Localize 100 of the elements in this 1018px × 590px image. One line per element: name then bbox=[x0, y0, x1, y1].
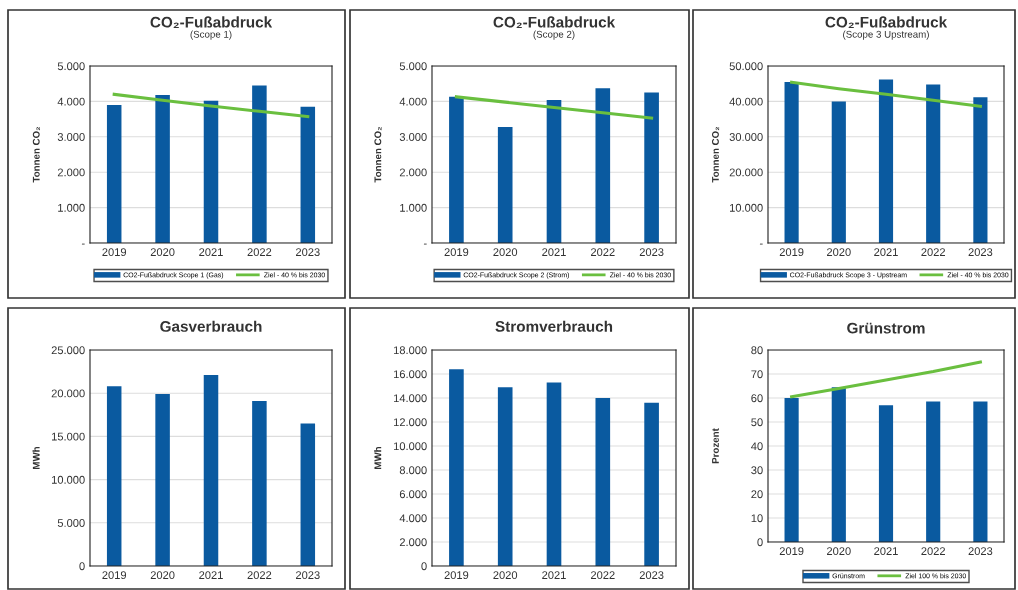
bar bbox=[926, 401, 941, 542]
y-tick-label: 80 bbox=[751, 346, 763, 355]
y-tick-label: 3.000 bbox=[57, 133, 85, 141]
y-axis-title: Tonnen CO₂ bbox=[711, 127, 720, 183]
y-tick-label: 3.000 bbox=[399, 133, 427, 141]
bar bbox=[252, 400, 267, 566]
y-tick-label: 20 bbox=[751, 490, 763, 499]
bar bbox=[155, 95, 170, 243]
x-tick-label: 2022 bbox=[591, 571, 615, 580]
x-tick-label: 2023 bbox=[296, 248, 320, 257]
y-axis-title: Prozent bbox=[712, 428, 719, 464]
chart-title: CO₂-Fußabdruck bbox=[825, 16, 948, 28]
chart-subtitle: (Scope 1) bbox=[190, 30, 232, 40]
x-tick-label: 2022 bbox=[921, 547, 945, 556]
y-tick-label: 50 bbox=[751, 418, 763, 427]
y-tick-label: - bbox=[759, 243, 763, 245]
bar bbox=[546, 99, 562, 243]
x-tick-label: 2019 bbox=[779, 248, 804, 257]
y-axis-title: Tonnen CO₂ bbox=[374, 127, 382, 183]
bar bbox=[203, 100, 219, 243]
bar bbox=[300, 106, 316, 243]
bar bbox=[973, 401, 988, 542]
x-tick-label: 2021 bbox=[199, 248, 223, 257]
y-tick-label: 50.000 bbox=[729, 62, 763, 71]
y-tick-label: 25.000 bbox=[51, 346, 85, 355]
x-tick-label: 2023 bbox=[296, 571, 320, 580]
y-tick-label: 1.000 bbox=[58, 203, 85, 212]
x-tick-label: 2022 bbox=[921, 248, 945, 257]
y-axis-title: MWh bbox=[32, 447, 40, 469]
bar bbox=[155, 394, 170, 566]
chart-subtitle: (Scope 3 Upstream) bbox=[843, 30, 929, 40]
x-tick-label: 2022 bbox=[591, 248, 615, 257]
x-tick-label: 2021 bbox=[874, 248, 898, 257]
x-tick-label: 2020 bbox=[150, 248, 175, 257]
x-tick-label: 2019 bbox=[444, 248, 469, 257]
x-tick-label: 2022 bbox=[247, 248, 272, 257]
line-series bbox=[790, 360, 982, 399]
y-tick-label: 0 bbox=[79, 562, 85, 571]
bar bbox=[644, 92, 659, 243]
bar bbox=[644, 402, 659, 566]
x-tick-label: 2021 bbox=[542, 571, 566, 580]
y-tick-label: 40.000 bbox=[729, 97, 763, 106]
x-tick-label: 2019 bbox=[102, 571, 127, 580]
y-tick-label: 20.000 bbox=[51, 389, 85, 398]
y-tick-label: 70 bbox=[751, 370, 763, 379]
y-tick-label: 60 bbox=[751, 394, 763, 403]
bar bbox=[595, 398, 611, 566]
bar bbox=[106, 104, 122, 243]
bar bbox=[497, 387, 513, 566]
x-tick-label: 2020 bbox=[493, 248, 518, 257]
y-axis-title: MWh bbox=[374, 447, 382, 469]
bar bbox=[300, 423, 316, 566]
y-tick-label: 20.000 bbox=[729, 168, 763, 177]
chart-title: Grünstrom bbox=[847, 322, 925, 334]
line-series bbox=[112, 92, 310, 119]
bar bbox=[546, 382, 562, 566]
x-tick-label: 2021 bbox=[199, 571, 223, 580]
bar bbox=[831, 387, 846, 542]
y-tick-label: 40 bbox=[751, 442, 763, 451]
chart-subtitle: (Scope 2) bbox=[533, 30, 575, 40]
y-tick-label: 5.000 bbox=[57, 519, 85, 527]
y-tick-label: 0 bbox=[757, 538, 763, 547]
y-tick-label: 2.000 bbox=[399, 538, 427, 547]
x-tick-label: 2022 bbox=[247, 571, 272, 580]
bar bbox=[784, 398, 799, 542]
y-tick-label: 10 bbox=[751, 514, 763, 523]
y-tick-label: - bbox=[423, 243, 427, 245]
x-tick-label: 2023 bbox=[639, 248, 664, 257]
y-tick-label: 2.000 bbox=[399, 168, 427, 177]
y-axis-title: Tonnen CO₂ bbox=[32, 127, 40, 183]
y-tick-label: 14.000 bbox=[394, 394, 427, 403]
y-tick-label: 30.000 bbox=[729, 133, 763, 141]
y-tick-label: 30 bbox=[751, 466, 763, 475]
bar bbox=[497, 126, 513, 243]
x-tick-label: 2019 bbox=[779, 547, 804, 556]
y-tick-label: 16.000 bbox=[394, 370, 427, 379]
x-tick-label: 2019 bbox=[102, 248, 127, 257]
chart-title: CO₂-Fußabdruck bbox=[150, 16, 273, 28]
x-tick-label: 2020 bbox=[493, 571, 518, 580]
chart-title: CO₂-Fußabdruck bbox=[493, 16, 616, 28]
y-tick-label: 6.000 bbox=[399, 490, 427, 499]
x-tick-label: 2021 bbox=[874, 547, 898, 556]
y-tick-label: 2.000 bbox=[57, 168, 85, 177]
y-tick-label: 15.000 bbox=[52, 432, 85, 441]
y-tick-label: 4.000 bbox=[57, 97, 85, 106]
x-tick-label: 2023 bbox=[968, 547, 993, 556]
line-series bbox=[454, 95, 654, 120]
y-tick-label: 5.000 bbox=[399, 62, 427, 71]
y-tick-label: 4.000 bbox=[399, 514, 427, 523]
bar bbox=[878, 405, 894, 542]
bar bbox=[449, 96, 464, 243]
chart-title: Gasverbrauch bbox=[160, 320, 262, 332]
x-tick-label: 2019 bbox=[444, 571, 469, 580]
y-tick-label: 12.000 bbox=[394, 418, 427, 427]
bar bbox=[203, 375, 219, 566]
y-tick-label: 10.000 bbox=[730, 203, 763, 212]
y-tick-label: 4.000 bbox=[399, 97, 427, 106]
x-tick-label: 2020 bbox=[150, 571, 175, 580]
bar bbox=[595, 88, 611, 243]
y-tick-label: 1.000 bbox=[400, 203, 427, 212]
